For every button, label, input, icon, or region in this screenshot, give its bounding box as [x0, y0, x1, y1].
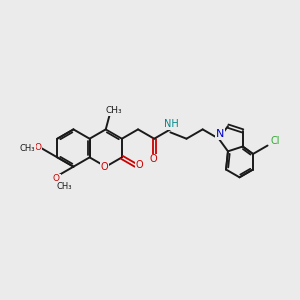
Text: O: O [53, 175, 60, 184]
Text: O: O [101, 162, 109, 172]
Text: CH₃: CH₃ [20, 143, 35, 152]
Text: O: O [35, 142, 42, 152]
Text: NH: NH [164, 119, 179, 130]
Text: CH₃: CH₃ [105, 106, 122, 115]
Text: N: N [216, 129, 224, 139]
Text: CH₃: CH₃ [56, 182, 72, 191]
Text: O: O [149, 154, 157, 164]
Text: Cl: Cl [271, 136, 281, 146]
Text: O: O [136, 160, 143, 170]
